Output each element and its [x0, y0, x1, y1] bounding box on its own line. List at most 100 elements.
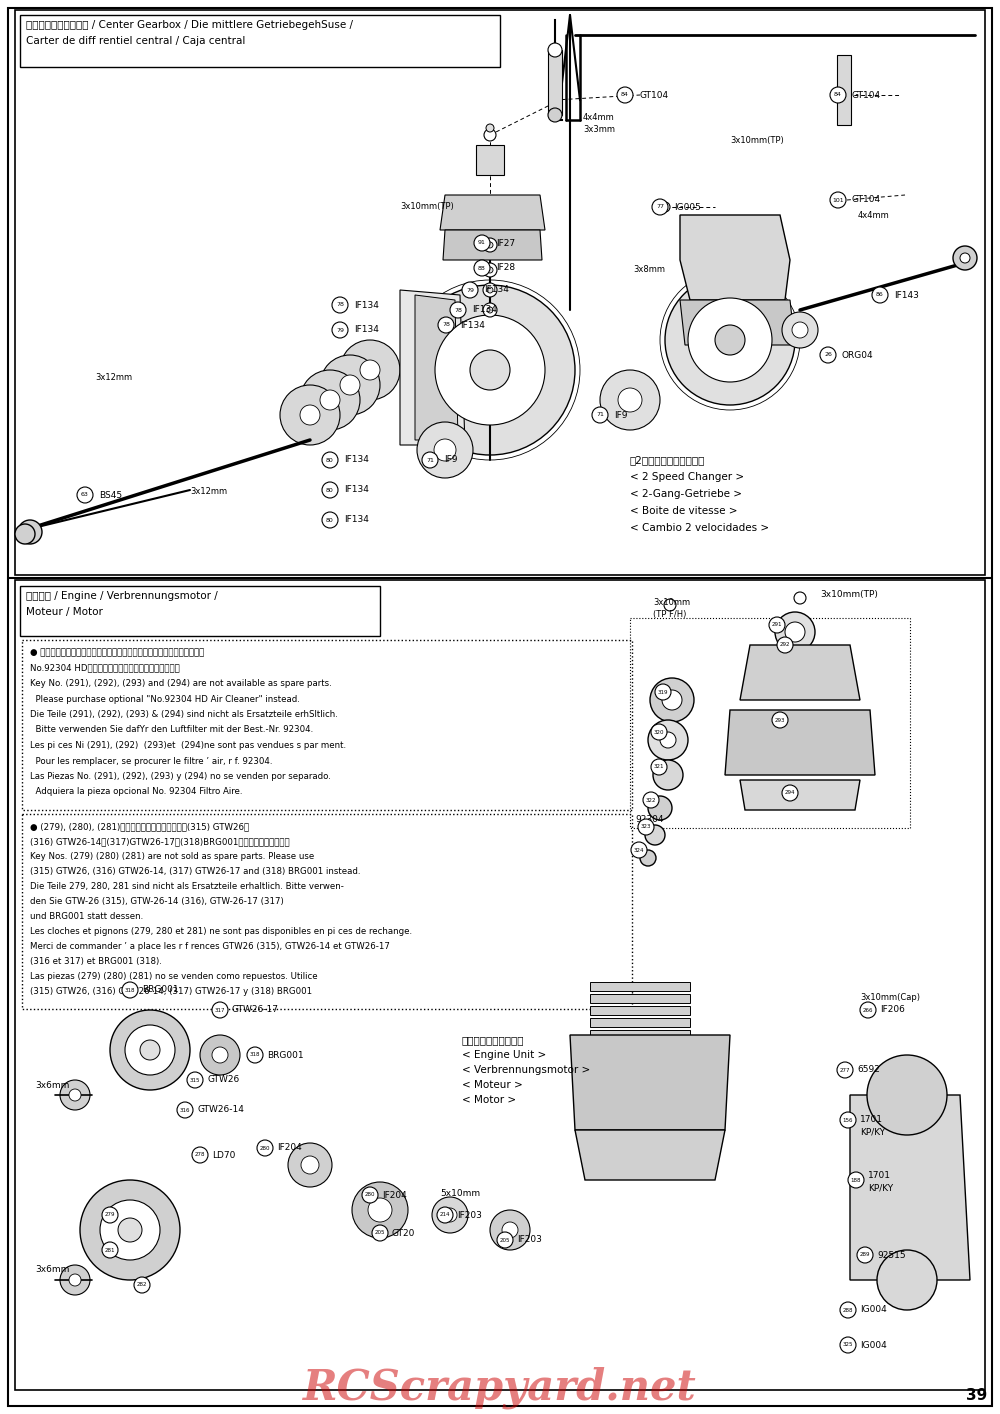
Polygon shape — [680, 300, 795, 345]
Circle shape — [60, 1266, 90, 1295]
Circle shape — [372, 1225, 388, 1241]
Text: 280: 280 — [365, 1192, 375, 1198]
Text: (316 et 317) et BRG001 (318).: (316 et 317) et BRG001 (318). — [30, 957, 162, 966]
Text: 325: 325 — [843, 1342, 853, 1348]
Text: エンジン / Engine / Verbrennungsmotor /: エンジン / Engine / Verbrennungsmotor / — [26, 591, 218, 601]
Circle shape — [487, 287, 493, 293]
Circle shape — [792, 322, 808, 338]
Text: 156: 156 — [843, 1117, 853, 1123]
Circle shape — [830, 88, 846, 103]
Bar — [22, 814, 632, 1010]
Circle shape — [487, 267, 493, 273]
Circle shape — [665, 274, 795, 404]
Text: 84: 84 — [621, 92, 629, 98]
Bar — [590, 1029, 690, 1039]
Text: 281: 281 — [105, 1247, 115, 1253]
Text: 3x6mm: 3x6mm — [35, 1080, 69, 1090]
Circle shape — [360, 361, 380, 380]
Circle shape — [212, 1003, 228, 1018]
Circle shape — [651, 724, 667, 740]
Circle shape — [483, 238, 497, 252]
Circle shape — [857, 1247, 873, 1263]
Text: GT20: GT20 — [392, 1229, 415, 1237]
Text: IG005: IG005 — [674, 202, 701, 212]
Bar — [630, 618, 910, 829]
Text: 294: 294 — [785, 790, 795, 796]
Text: GTW26: GTW26 — [207, 1076, 239, 1085]
Polygon shape — [740, 781, 860, 810]
Text: Pour les remplacer, se procurer le filtre ’ air, r f. 92304.: Pour les remplacer, se procurer le filtr… — [30, 756, 272, 765]
Circle shape — [212, 1046, 228, 1063]
Circle shape — [794, 592, 806, 604]
Circle shape — [638, 819, 654, 836]
Text: KP/KY: KP/KY — [868, 1184, 893, 1192]
Text: IF143: IF143 — [894, 290, 919, 300]
Text: 92304: 92304 — [635, 816, 664, 824]
Circle shape — [257, 1140, 273, 1157]
Text: 78: 78 — [454, 307, 462, 312]
Text: 86: 86 — [876, 293, 884, 297]
Circle shape — [435, 315, 545, 426]
Circle shape — [664, 600, 676, 611]
Polygon shape — [400, 290, 465, 445]
Text: < Cambio 2 velocidades >: < Cambio 2 velocidades > — [630, 523, 769, 533]
Circle shape — [820, 346, 836, 363]
Text: 291: 291 — [772, 622, 782, 628]
Text: BRG001: BRG001 — [142, 986, 179, 994]
Text: 3x10mm(TP): 3x10mm(TP) — [400, 202, 454, 212]
Circle shape — [715, 325, 745, 355]
Circle shape — [483, 263, 497, 277]
Circle shape — [340, 339, 400, 400]
Polygon shape — [548, 49, 562, 115]
Circle shape — [660, 202, 670, 212]
Bar — [20, 16, 500, 66]
Bar — [15, 10, 985, 575]
Text: (316) GTW26-14、(317)GTW26-17、(318)BRG001を利用してください。: (316) GTW26-14、(317)GTW26-17、(318)BRG001… — [30, 837, 290, 846]
Text: IF134: IF134 — [354, 301, 379, 310]
Text: 293: 293 — [775, 717, 785, 723]
Circle shape — [830, 192, 846, 208]
Circle shape — [785, 622, 805, 642]
Text: IF206: IF206 — [880, 1005, 905, 1014]
Circle shape — [483, 303, 497, 317]
Text: (315) GTW26, (316) GTW26-14, (317) GTW26-17 y (318) BRG001: (315) GTW26, (316) GTW26-14, (317) GTW26… — [30, 987, 312, 995]
Circle shape — [300, 404, 320, 426]
Text: IF134: IF134 — [460, 321, 485, 329]
Circle shape — [417, 421, 473, 478]
Text: 3x10mm(TP): 3x10mm(TP) — [820, 590, 878, 598]
Circle shape — [322, 452, 338, 468]
Text: BRG001: BRG001 — [267, 1051, 304, 1059]
Text: 88: 88 — [478, 266, 486, 270]
Circle shape — [69, 1089, 81, 1102]
Circle shape — [368, 1198, 392, 1222]
Text: 282: 282 — [137, 1282, 147, 1288]
Text: 1701: 1701 — [860, 1116, 883, 1124]
Circle shape — [840, 1338, 856, 1353]
Text: 80: 80 — [326, 518, 334, 523]
Circle shape — [332, 322, 348, 338]
Text: 322: 322 — [646, 797, 656, 803]
Text: IF134: IF134 — [344, 485, 369, 495]
Circle shape — [102, 1208, 118, 1223]
Circle shape — [653, 759, 683, 790]
Circle shape — [953, 246, 977, 270]
Circle shape — [652, 199, 668, 215]
Circle shape — [484, 129, 496, 141]
Circle shape — [69, 1274, 81, 1285]
Text: ＜2スピードミッション＞: ＜2スピードミッション＞ — [630, 455, 705, 465]
Circle shape — [340, 375, 360, 395]
Text: IF27: IF27 — [496, 239, 515, 247]
Text: 3x12mm: 3x12mm — [95, 373, 132, 383]
Circle shape — [617, 88, 633, 103]
Circle shape — [643, 792, 659, 807]
Text: 92515: 92515 — [877, 1250, 906, 1260]
Circle shape — [110, 1010, 190, 1090]
Text: 3x10mm: 3x10mm — [653, 598, 690, 607]
Text: 323: 323 — [641, 824, 651, 830]
Circle shape — [662, 690, 682, 710]
Circle shape — [772, 713, 788, 728]
Text: 79: 79 — [336, 328, 344, 332]
Text: IF9: IF9 — [614, 410, 628, 420]
Text: Merci de commander ’ a place les r f rences GTW26 (315), GTW26-14 et GTW26-17: Merci de commander ’ a place les r f ren… — [30, 942, 390, 952]
Circle shape — [443, 1208, 457, 1222]
